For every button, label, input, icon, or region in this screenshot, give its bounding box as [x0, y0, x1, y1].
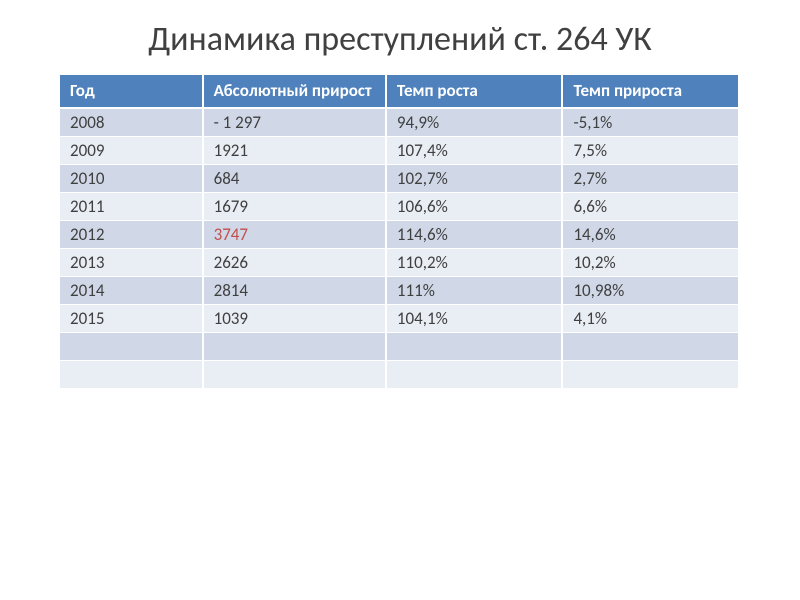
table-cell: 14,6%	[562, 221, 739, 249]
table-cell: 684	[203, 165, 386, 193]
table-cell-empty	[386, 361, 563, 389]
table-cell: 2814	[203, 277, 386, 305]
table-cell: 1921	[203, 137, 386, 165]
table-cell: 2010	[60, 165, 203, 193]
table-cell-empty	[562, 333, 739, 361]
table-cell: 1679	[203, 193, 386, 221]
table-cell: 2009	[60, 137, 203, 165]
table-cell: 102,7%	[386, 165, 563, 193]
table-cell: - 1 297	[203, 108, 386, 137]
table-cell: 3747	[203, 221, 386, 249]
table-cell: 2626	[203, 249, 386, 277]
table-cell: 106,6%	[386, 193, 563, 221]
table-row: 20142814111%10,98%	[60, 277, 739, 305]
table-row-empty	[60, 333, 739, 361]
slide-container: Динамика преступлений ст. 264 УК ГодАбсо…	[0, 0, 800, 600]
table-cell: 10,2%	[562, 249, 739, 277]
table-cell: 94,9%	[386, 108, 563, 137]
table-cell: 114,6%	[386, 221, 563, 249]
table-row: 20091921107,4%7,5%	[60, 137, 739, 165]
table-header-row: ГодАбсолютный приростТемп ростаТемп прир…	[60, 75, 739, 108]
table-cell: 2015	[60, 305, 203, 333]
table-row: 2008- 1 29794,9%-5,1%	[60, 108, 739, 137]
table-cell-empty	[203, 333, 386, 361]
table-cell-empty	[203, 361, 386, 389]
table-cell: 1039	[203, 305, 386, 333]
table-cell: 2014	[60, 277, 203, 305]
table-cell: 2012	[60, 221, 203, 249]
table-cell-empty	[386, 333, 563, 361]
table-header: ГодАбсолютный приростТемп ростаТемп прир…	[60, 75, 739, 108]
table-cell: 2008	[60, 108, 203, 137]
table-cell: 111%	[386, 277, 563, 305]
table-cell: 107,4%	[386, 137, 563, 165]
table-row: 2010684102,7%2,7%	[60, 165, 739, 193]
page-title: Динамика преступлений ст. 264 УК	[60, 20, 740, 59]
table-cell: 6,6%	[562, 193, 739, 221]
column-header: Год	[60, 75, 203, 108]
table-cell-empty	[60, 333, 203, 361]
table-cell: 7,5%	[562, 137, 739, 165]
table-row: 20132626110,2%10,2%	[60, 249, 739, 277]
table-body: 2008- 1 29794,9%-5,1%20091921107,4%7,5%2…	[60, 108, 739, 389]
column-header: Темп роста	[386, 75, 563, 108]
table-cell: 4,1%	[562, 305, 739, 333]
table-cell: 2013	[60, 249, 203, 277]
crime-dynamics-table: ГодАбсолютный приростТемп ростаТемп прир…	[60, 75, 740, 389]
table-row: 20123747114,6%14,6%	[60, 221, 739, 249]
table-cell: -5,1%	[562, 108, 739, 137]
table-cell-empty	[60, 361, 203, 389]
column-header: Темп прироста	[562, 75, 739, 108]
table-row: 20151039104,1%4,1%	[60, 305, 739, 333]
table-cell-empty	[562, 361, 739, 389]
column-header: Абсолютный прирост	[203, 75, 386, 108]
table-cell: 2011	[60, 193, 203, 221]
table-cell: 2,7%	[562, 165, 739, 193]
table-cell: 10,98%	[562, 277, 739, 305]
table-cell: 104,1%	[386, 305, 563, 333]
table-cell: 110,2%	[386, 249, 563, 277]
table-row: 20111679106,6%6,6%	[60, 193, 739, 221]
table-row-empty	[60, 361, 739, 389]
